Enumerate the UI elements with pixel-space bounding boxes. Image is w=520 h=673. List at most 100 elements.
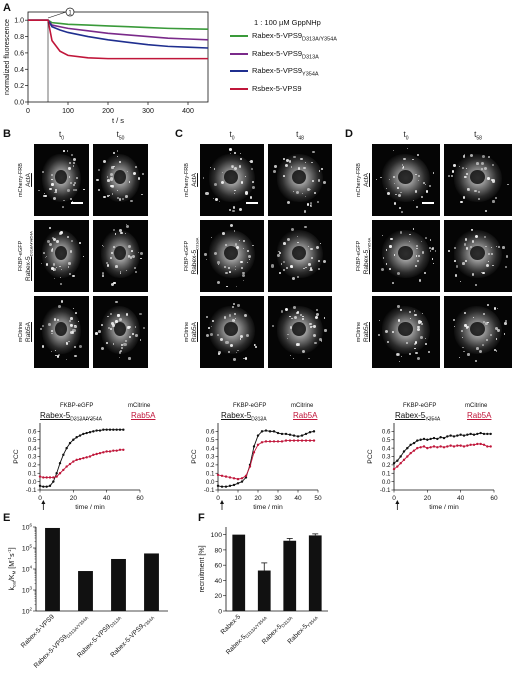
vesicle xyxy=(313,325,316,328)
pcc-c-label4: Rab5A xyxy=(293,411,318,420)
legend-item-a: Rabex-5-VPS9Y354A xyxy=(230,64,337,82)
vesicle xyxy=(212,198,215,200)
vesicle xyxy=(389,179,391,181)
row-label-b: mCitrine Rab5A xyxy=(18,321,32,343)
pcc-point-b xyxy=(95,429,98,432)
pcc-point-d xyxy=(392,467,396,471)
y-tick-label-e: 103 xyxy=(22,586,33,595)
pcc-point-b xyxy=(38,475,42,478)
vesicle xyxy=(111,193,114,195)
vesicle xyxy=(74,325,78,328)
vesicle xyxy=(287,333,289,336)
pcc-point-d xyxy=(452,435,456,438)
vesicle xyxy=(317,268,320,271)
vesicle xyxy=(389,245,392,248)
pcc-point-b xyxy=(92,453,95,457)
vesicle xyxy=(396,353,400,357)
vesicle xyxy=(400,355,402,357)
vesicle xyxy=(113,228,116,231)
vesicle xyxy=(467,353,470,356)
pcc-point-b xyxy=(95,452,98,456)
vesicle xyxy=(131,250,133,252)
vesicle xyxy=(48,323,52,327)
vesicle xyxy=(311,325,313,328)
vesicle xyxy=(425,190,429,193)
vesicle xyxy=(211,319,215,323)
vesicle xyxy=(115,300,118,304)
pcc-point-c xyxy=(312,439,316,442)
pcc-c-label2: Rabex-5D313A xyxy=(221,411,267,423)
pcc-point-b xyxy=(55,475,58,478)
row-label-c: FKBP-eGFP Rabex-5D313A xyxy=(184,237,200,275)
pcc-point-c xyxy=(232,483,236,487)
vesicle xyxy=(239,152,242,155)
vesicle xyxy=(466,172,469,175)
vesicle xyxy=(316,201,319,204)
vesicle xyxy=(97,329,101,333)
vesicle xyxy=(125,195,128,198)
vesicle xyxy=(294,316,298,320)
pcc-point-b xyxy=(105,428,108,431)
y-tick-exp-e: 6 xyxy=(29,523,32,528)
pcc-point-d xyxy=(482,432,486,436)
vesicle xyxy=(113,152,116,155)
pcc-point-d xyxy=(476,432,479,436)
pcc-point-d xyxy=(462,434,466,437)
vesicle xyxy=(316,245,320,249)
vesicle xyxy=(421,312,423,314)
vesicle xyxy=(63,199,65,201)
pcc-point-c xyxy=(292,439,296,442)
vesicle xyxy=(39,328,42,331)
pcc-point-c xyxy=(308,431,312,434)
vesicle xyxy=(224,316,227,319)
vesicle xyxy=(496,245,498,247)
micrograph xyxy=(268,296,332,368)
vesicle xyxy=(505,320,507,323)
vesicle xyxy=(492,200,495,203)
vesicle xyxy=(460,330,463,333)
vesicle xyxy=(310,248,313,251)
vesicle xyxy=(304,225,307,229)
pcc-line-c-1 xyxy=(217,440,314,480)
vesicle xyxy=(236,245,240,249)
y-axis-label-b: PCC xyxy=(13,449,20,463)
vesicle xyxy=(116,190,119,192)
x-tick-label-b: 0 xyxy=(38,495,42,502)
pcc-point-c xyxy=(264,440,268,443)
vesicle xyxy=(488,252,491,255)
vesicle xyxy=(380,176,383,179)
vesicle xyxy=(77,320,80,323)
vesicle xyxy=(280,310,283,313)
legend-swatch xyxy=(230,35,248,38)
vesicle xyxy=(415,351,418,355)
vesicle xyxy=(397,272,401,276)
pcc-b-label3: mCitrine xyxy=(128,403,151,409)
vesicle xyxy=(481,162,485,166)
pcc-point-d xyxy=(402,450,406,453)
vesicle xyxy=(243,240,245,242)
vesicle xyxy=(313,333,317,337)
micrograph xyxy=(444,144,512,216)
bar-label-sub-f: D313A xyxy=(280,615,293,628)
vesicle xyxy=(107,194,110,197)
vesicle xyxy=(43,194,46,197)
vesicle xyxy=(126,269,128,272)
pcc-point-d xyxy=(486,432,489,436)
vesicle xyxy=(61,268,63,270)
vesicle xyxy=(309,204,312,206)
vesicle xyxy=(393,202,397,205)
vesicle xyxy=(72,184,75,187)
pcc-point-c xyxy=(216,473,220,477)
vesicle xyxy=(71,331,75,334)
vesicle xyxy=(211,236,213,238)
vesicle xyxy=(119,272,122,275)
vesicle xyxy=(110,177,114,181)
vesicle xyxy=(291,318,293,320)
legend-a: Rabex-5-VPS9D313A/Y354A Rabex-5-VPS9D313A… xyxy=(230,29,337,95)
vesicle xyxy=(297,167,301,170)
vesicle xyxy=(202,177,205,179)
y-label-part: -1 xyxy=(7,556,12,560)
y-tick-label-d: 0.4 xyxy=(382,445,391,452)
pcc-point-b xyxy=(55,472,58,475)
vesicle xyxy=(205,333,209,338)
